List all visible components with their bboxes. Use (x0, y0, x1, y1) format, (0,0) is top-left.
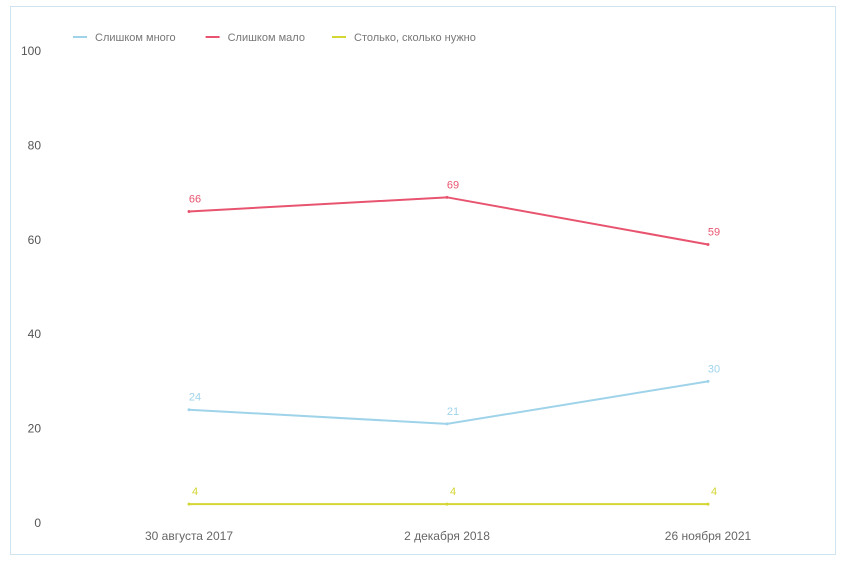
y-tick-label: 0 (34, 516, 41, 530)
data-label: 69 (447, 179, 459, 191)
legend-label: Слишком мало (228, 32, 305, 44)
data-labels: 24 21 30 66 69 59 4 4 4 (189, 179, 720, 498)
data-point (445, 195, 449, 199)
line-chart: Слишком много Слишком мало Столько, скольк… (21, 32, 752, 543)
data-point (445, 502, 449, 506)
x-tick-label: 26 ноября 2021 (665, 529, 752, 543)
legend-item[interactable]: Слишком много (73, 32, 176, 44)
data-point (706, 379, 710, 383)
chart-frame: Слишком много Слишком мало Столько, скольк… (10, 6, 836, 555)
y-tick-label: 40 (28, 327, 42, 341)
data-label: 4 (192, 486, 198, 498)
legend-item[interactable]: Столько, сколько нужно (332, 32, 476, 44)
data-label: 24 (189, 392, 201, 404)
data-label: 59 (708, 227, 720, 239)
data-label: 30 (708, 363, 720, 375)
y-tick-label: 20 (28, 422, 42, 436)
x-tick-label: 30 августа 2017 (145, 529, 233, 543)
data-point (706, 243, 710, 247)
y-axis: 0 20 40 60 80 100 (21, 44, 41, 530)
y-tick-label: 100 (21, 44, 41, 58)
legend: Слишком много Слишком мало Столько, скольк… (73, 32, 476, 44)
data-point (706, 502, 710, 506)
data-label: 21 (447, 406, 459, 418)
data-point (187, 209, 191, 213)
x-axis: 30 августа 2017 2 декабря 2018 26 ноября 2… (145, 529, 752, 543)
data-label: 4 (450, 486, 456, 498)
series-lines (187, 195, 710, 506)
data-point (445, 422, 449, 426)
legend-label: Слишком много (95, 32, 176, 44)
data-label: 4 (711, 486, 717, 498)
series-line (188, 196, 709, 246)
x-tick-label: 2 декабря 2018 (404, 529, 490, 543)
legend-item[interactable]: Слишком мало (205, 32, 305, 44)
data-point (187, 408, 191, 412)
data-point (187, 502, 191, 506)
y-tick-label: 60 (28, 233, 42, 247)
y-tick-label: 80 (28, 138, 42, 152)
legend-label: Столько, сколько нужно (354, 32, 476, 44)
data-label: 66 (189, 193, 201, 205)
